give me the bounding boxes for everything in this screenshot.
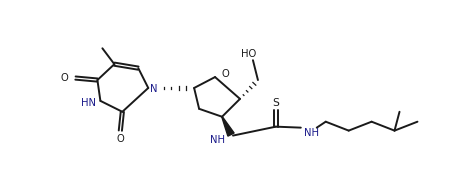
Text: O: O xyxy=(116,134,124,143)
Text: NH: NH xyxy=(210,135,225,144)
Text: S: S xyxy=(272,98,279,108)
Text: O: O xyxy=(61,73,68,83)
Text: NH: NH xyxy=(304,128,319,138)
Text: HO: HO xyxy=(241,49,257,59)
Polygon shape xyxy=(222,117,234,136)
Text: N: N xyxy=(151,84,158,94)
Text: O: O xyxy=(221,69,229,79)
Text: HN: HN xyxy=(81,98,97,108)
